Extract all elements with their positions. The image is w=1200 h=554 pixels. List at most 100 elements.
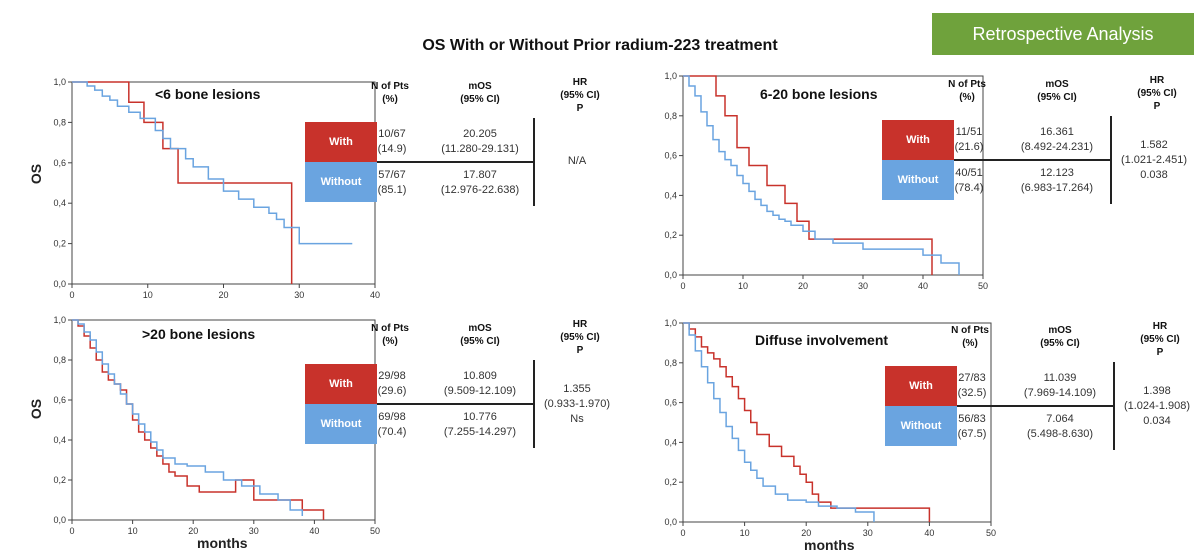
mos-header: mOS (95% CI) [460,81,500,105]
without-n-pts: 57/67 (85.1) [377,169,407,196]
y-tick-label: 0,4 [53,435,66,445]
x-tick-label: 40 [918,281,928,291]
x-tick-label: 0 [680,528,685,538]
x-tick-label: 30 [863,528,873,538]
km-curve-with [683,75,933,275]
hr-values: 1.398 (1.024-1.908) 0.034 [1123,385,1191,427]
x-tick-label: 10 [128,526,138,536]
without-label: Without [305,404,377,444]
with-n-pts: 11/51 (21.6) [954,126,984,153]
without-mos: 17.807 (12.976-22.638) [440,169,520,196]
x-tick-label: 10 [738,281,748,291]
y-tick-label: 0,4 [664,437,677,447]
x-tick-label: 10 [143,290,153,300]
n-pts-header: N of Pts (%) [951,325,989,349]
table-divider [533,360,535,448]
hr-header: HR (95% CI) P [560,319,600,356]
with-label: With [885,366,957,406]
panel-title: Diffuse involvement [755,332,888,348]
km-curve-with [72,81,293,284]
y-tick-label: 0,2 [664,230,677,240]
x-tick-label: 30 [858,281,868,291]
chart-panel-2: 0 10 20 30 40 50 0,0 0,2 0,4 0,6 0,8 1,0 6-20 bone l… [664,71,988,291]
panel-title: <6 bone lesions [155,86,261,102]
with-label: With [305,364,377,404]
table-divider [1113,362,1115,450]
without-n-pts: 69/98 (70.4) [377,411,407,438]
with-mos: 16.361 (8.492-24.231) [1020,126,1094,153]
y-tick-label: 0,0 [664,517,677,527]
without-label: Without [882,160,954,200]
y-axis-label-bottom: OS [28,398,45,420]
x-tick-label: 40 [370,290,380,300]
x-axis-label-right: months [804,537,855,553]
panel-title: >20 bone lesions [142,326,255,342]
km-curve-without [72,319,304,516]
x-tick-label: 20 [798,281,808,291]
with-mos: 11.039 (7.969-14.109) [1023,372,1097,399]
panel-title: 6-20 bone lesions [760,86,878,102]
x-tick-label: 50 [986,528,996,538]
page-title: OS With or Without Prior radium-223 trea… [422,37,778,54]
with-mos: 10.809 (9.509-12.109) [443,370,517,397]
table-divider [957,405,1113,407]
n-pts-header: N of Pts (%) [371,81,409,105]
y-tick-label: 0,6 [53,158,66,168]
hr-values: 1.355 (0.933-1.970) Ns [543,383,611,425]
with-n-pts: 29/98 (29.6) [377,370,407,397]
hr-header: HR (95% CI) P [1140,321,1180,358]
table-divider [1110,116,1112,204]
y-tick-label: 0,0 [53,515,66,525]
x-tick-label: 20 [218,290,228,300]
table-divider [377,161,533,163]
n-pts-header: N of Pts (%) [948,79,986,103]
y-tick-label: 0,6 [664,151,677,161]
x-axis-label-left: months [197,535,248,551]
without-n-pts: 56/83 (67.5) [957,413,987,440]
x-tick-label: 10 [740,528,750,538]
mos-header: mOS (95% CI) [1040,325,1080,349]
with-label: With [882,120,954,160]
hr-values: N/A [567,155,587,167]
km-curve-with [683,322,931,522]
table-divider [533,118,535,206]
y-tick-label: 0,6 [664,398,677,408]
with-mos: 20.205 (11.280-29.131) [441,128,519,155]
without-label: Without [305,162,377,202]
y-tick-label: 0,0 [53,279,66,289]
km-curve-without [72,81,353,245]
x-tick-label: 0 [680,281,685,291]
y-tick-label: 0,8 [664,358,677,368]
y-tick-label: 1,0 [664,71,677,81]
y-tick-label: 0,8 [53,117,66,127]
with-n-pts: 10/67 (14.9) [377,128,407,155]
mos-header: mOS (95% CI) [460,323,500,347]
without-label: Without [885,406,957,446]
km-curve-without [683,322,875,522]
y-tick-label: 1,0 [53,315,66,325]
hr-header: HR (95% CI) P [560,77,600,114]
km-curve-without [683,75,960,275]
y-tick-label: 0,2 [664,477,677,487]
x-tick-label: 0 [69,290,74,300]
y-tick-label: 1,0 [53,77,66,87]
without-mos: 12.123 (6.983-17.264) [1020,167,1094,194]
with-n-pts: 27/83 (32.5) [957,372,987,399]
x-tick-label: 40 [309,526,319,536]
y-tick-label: 0,2 [53,475,66,485]
y-tick-label: 1,0 [664,318,677,328]
x-tick-label: 30 [294,290,304,300]
chart-panel-4: 0 10 20 30 40 50 0,0 0,2 0,4 0,6 0,8 1,0 Diffuse inv… [664,318,996,538]
y-tick-label: 0,6 [53,395,66,405]
table-divider [377,403,533,405]
y-tick-label: 0,8 [664,111,677,121]
without-n-pts: 40/51 (78.4) [954,167,984,194]
without-mos: 7.064 (5.498-8.630) [1026,413,1094,440]
y-tick-label: 0,4 [664,190,677,200]
x-tick-label: 20 [188,526,198,536]
x-tick-label: 50 [978,281,988,291]
without-mos: 10.776 (7.255-14.297) [443,411,517,438]
y-tick-label: 0,0 [664,270,677,280]
with-label: With [305,122,377,162]
